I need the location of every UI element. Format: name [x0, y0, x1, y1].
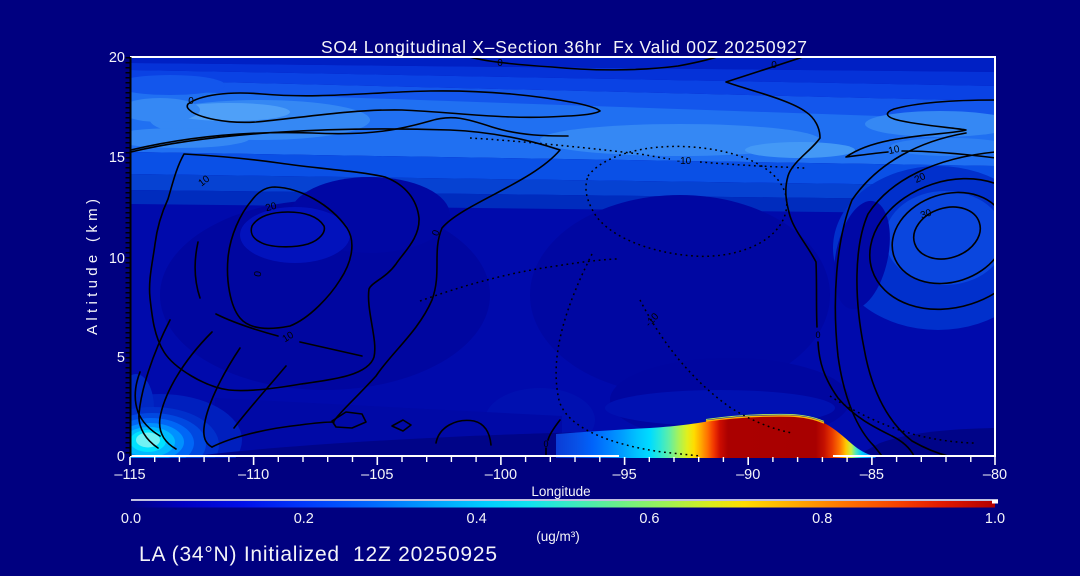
svg-text:LA (34°N) Initialized 12Z 202: LA (34°N) Initialized 12Z 20250925: [139, 543, 497, 566]
svg-text:0: 0: [430, 228, 442, 237]
svg-text:0: 0: [117, 449, 125, 465]
svg-text:20: 20: [109, 50, 125, 66]
svg-text:0: 0: [771, 60, 777, 71]
svg-text:10: 10: [109, 251, 125, 267]
svg-text:15: 15: [109, 150, 125, 166]
svg-text:10: 10: [888, 144, 902, 157]
svg-text:0.8: 0.8: [812, 511, 832, 527]
svg-text:0: 0: [543, 439, 548, 449]
svg-text:0: 0: [497, 58, 503, 69]
svg-text:Longitude: Longitude: [531, 484, 590, 499]
svg-text:–90: –90: [736, 467, 760, 483]
svg-text:5: 5: [117, 350, 125, 366]
svg-text:–85: –85: [860, 467, 884, 483]
svg-text:0.2: 0.2: [294, 511, 314, 527]
svg-text:–80: –80: [983, 467, 1007, 483]
svg-text:30: 30: [919, 207, 933, 221]
svg-text:0.6: 0.6: [639, 511, 659, 527]
svg-text:0: 0: [815, 330, 820, 340]
svg-text:0.4: 0.4: [467, 511, 487, 527]
svg-text:SO4 Longitudinal X–Section 36h: SO4 Longitudinal X–Section 36hr Fx Valid…: [321, 37, 807, 57]
svg-text:–110: –110: [238, 467, 269, 483]
svg-text:0: 0: [188, 96, 194, 107]
svg-text:-10: -10: [677, 156, 692, 167]
svg-text:1.0: 1.0: [985, 511, 1005, 527]
svg-text:–95: –95: [612, 467, 636, 483]
svg-text:0: 0: [253, 270, 265, 278]
svg-text:–105: –105: [361, 467, 393, 483]
svg-text:20: 20: [913, 171, 928, 186]
svg-text:–115: –115: [114, 467, 145, 483]
svg-text:0.0: 0.0: [121, 511, 141, 527]
svg-text:(ug/m³): (ug/m³): [536, 529, 580, 544]
svg-text:20: 20: [264, 201, 278, 215]
svg-text:–100: –100: [485, 467, 517, 483]
